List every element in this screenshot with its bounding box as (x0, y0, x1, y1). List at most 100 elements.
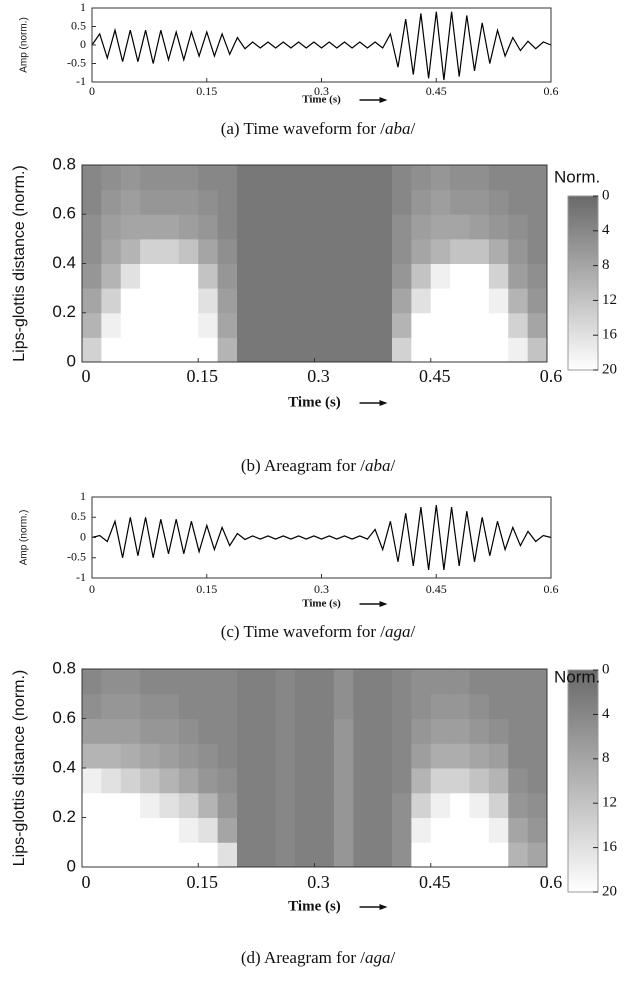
heat-cell (237, 743, 257, 769)
heat-cell (314, 743, 335, 769)
heat-cell (237, 214, 257, 240)
y-tick-label: 0.8 (52, 658, 76, 677)
caption-part: / (390, 456, 395, 475)
heat-cell (430, 817, 451, 843)
heat-cell (159, 842, 180, 868)
heat-cell (295, 792, 315, 818)
heat-cell (159, 768, 180, 794)
heat-cell (469, 842, 490, 868)
caption: (a) Time waveform for /aba/ (221, 119, 416, 138)
heat-cell (217, 263, 238, 289)
heat-cell (411, 288, 432, 314)
heat-cell (82, 214, 102, 240)
heat-cell (469, 312, 490, 338)
heat-cell (469, 288, 490, 314)
heat-cell (372, 743, 393, 769)
heat-cell (333, 214, 354, 240)
y-tick-label: 0.2 (52, 302, 76, 321)
heat-cell (101, 718, 122, 744)
heat-cell (120, 189, 141, 215)
heat-cell (527, 288, 548, 314)
heat-cell (314, 792, 335, 818)
heat-cell (488, 718, 509, 744)
heat-cell (82, 263, 102, 289)
heat-cell (508, 693, 529, 719)
x-tick-label: 0.3 (307, 872, 330, 892)
heat-cell (295, 214, 315, 240)
waveform (91, 505, 552, 570)
heat-cell (159, 693, 180, 719)
y-tick-label: 0 (67, 351, 76, 370)
heat-cell (198, 817, 219, 843)
heat-cell (372, 189, 393, 215)
heat-cell (256, 214, 277, 240)
heat-cell (527, 337, 548, 363)
heat-cell (159, 263, 180, 289)
heat-cell (256, 817, 277, 843)
x-tick-label: 0 (82, 872, 91, 892)
heat-cell (295, 238, 315, 264)
heat-cell (217, 312, 238, 338)
y-tick-label: 0 (80, 37, 86, 51)
heat-cell (527, 842, 548, 868)
heat-cell (411, 768, 432, 794)
heat-cell (178, 669, 199, 695)
heat-cell (508, 165, 529, 191)
heat-cell (314, 842, 335, 868)
heat-cell (469, 238, 490, 264)
heat-cell (314, 817, 335, 843)
heat-cell (217, 792, 238, 818)
caption-part: / (411, 119, 416, 138)
heat-cell (256, 288, 277, 314)
heat-cell (256, 792, 277, 818)
heat-cell (82, 238, 102, 264)
heat-cell (237, 312, 257, 338)
heat-cell (217, 817, 238, 843)
x-tick-label: 0.6 (544, 84, 559, 98)
heat-cell (430, 165, 451, 191)
heat-cell (178, 337, 199, 363)
x-tick-label: 0.3 (307, 366, 330, 386)
heat-cell (140, 842, 160, 868)
heat-cell (101, 312, 122, 338)
heat-cell (120, 669, 141, 695)
colorbar-tick-label: 0 (602, 661, 610, 677)
heat-cell (411, 842, 432, 868)
heat-cell (275, 693, 296, 719)
heat-cell (450, 669, 470, 695)
y-axis-label: Lips-glottis distance (norm.) (11, 165, 28, 362)
x-tick-label: 0.3 (314, 84, 329, 98)
y-tick-label: 1 (80, 0, 86, 14)
y-tick-label: -1 (76, 570, 86, 584)
y-tick-label: 0.5 (71, 18, 86, 32)
x-axis-label: Time (s) (302, 598, 341, 610)
heat-cell (159, 743, 180, 769)
heat-cell (101, 669, 122, 695)
heat-cell (314, 768, 335, 794)
arrow-head (379, 400, 388, 406)
heat-cell (488, 842, 509, 868)
colorbar-tick-label: 4 (602, 706, 610, 722)
arrow-head (379, 97, 388, 103)
heat-cell (101, 238, 122, 264)
y-tick-label: 0.5 (71, 509, 86, 523)
heat-cell (430, 238, 451, 264)
heat-cell (198, 768, 219, 794)
heat-cell (295, 189, 315, 215)
heat-cell (217, 693, 238, 719)
heat-cell (82, 718, 102, 744)
heat-cell (178, 768, 199, 794)
heat-cell (430, 693, 451, 719)
heat-cell (256, 189, 277, 215)
heat-cell (120, 337, 141, 363)
heat-cell (140, 189, 160, 215)
heat-cell (488, 768, 509, 794)
heat-cell (508, 718, 529, 744)
caption-part: (a) Time waveform for / (221, 119, 386, 138)
heat-cell (295, 165, 315, 191)
heat-cell (256, 743, 277, 769)
heat-cell (256, 238, 277, 264)
heat-cell (217, 214, 238, 240)
heat-cell (237, 842, 257, 868)
y-axis-label: Amp (norm.) (19, 17, 30, 73)
